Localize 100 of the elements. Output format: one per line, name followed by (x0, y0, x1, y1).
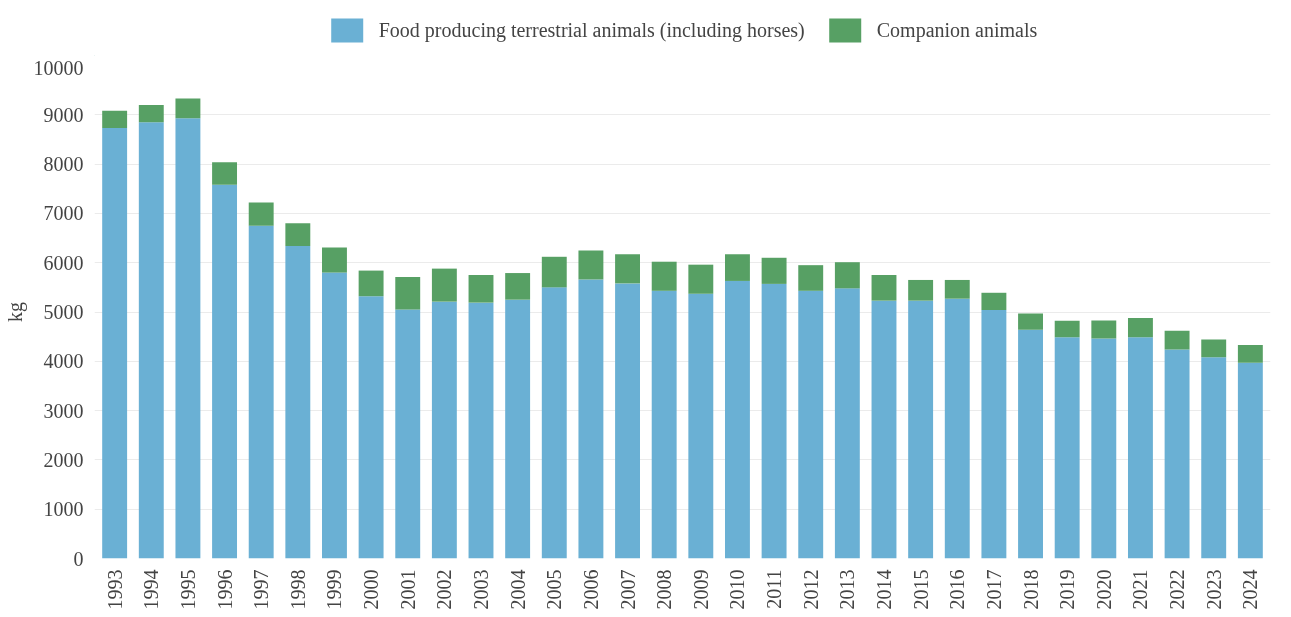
bar (798, 265, 824, 291)
bar (688, 264, 714, 294)
bar (138, 122, 164, 559)
x-tick-label: 2023 (1202, 569, 1225, 610)
bar (871, 300, 897, 559)
bar (578, 250, 604, 280)
x-tick-label: 1998 (286, 569, 309, 610)
bar (688, 293, 714, 559)
bar (615, 283, 640, 559)
bar (395, 277, 421, 310)
bar (651, 261, 677, 291)
bar (761, 283, 787, 559)
x-tick-label: 2006 (579, 569, 602, 610)
y-tick-label: 8000 (43, 153, 84, 176)
bar (651, 290, 677, 559)
x-tick-label: 1993 (103, 569, 126, 610)
legend-label: Food producing terrestrial animals (including horses) (378, 18, 805, 42)
bar (871, 275, 897, 301)
bar (102, 128, 128, 559)
bar (175, 98, 201, 119)
x-tick-label: 2010 (726, 569, 749, 610)
bar (541, 256, 567, 288)
x-tick-label: 1995 (176, 569, 199, 610)
y-tick-label: 2000 (43, 448, 84, 471)
x-tick-label: 2024 (1239, 569, 1262, 610)
bar (212, 162, 238, 185)
bar (248, 202, 274, 226)
x-tick-label: 2018 (1019, 569, 1042, 610)
bar (395, 309, 421, 559)
bar (358, 270, 384, 297)
x-tick-label: 1997 (250, 569, 273, 610)
x-tick-label: 2015 (909, 569, 932, 610)
y-tick-label: 6000 (43, 251, 84, 274)
bar (322, 272, 347, 559)
bar (981, 292, 1007, 311)
bar (175, 118, 201, 559)
x-tick-label: 2017 (982, 569, 1005, 610)
y-tick-label: 9000 (43, 103, 84, 126)
x-tick-label: 2003 (470, 569, 492, 610)
y-tick-label: 5000 (43, 301, 84, 323)
bar (615, 254, 640, 284)
bar (834, 262, 860, 289)
bar (1054, 337, 1080, 559)
bar (944, 298, 970, 559)
bar (1237, 362, 1263, 559)
x-tick-label: 2014 (873, 569, 895, 610)
bar (358, 296, 384, 559)
y-tick-label: 1000 (43, 498, 84, 521)
x-tick-label: 2013 (836, 569, 859, 610)
x-tick-label: 2007 (616, 569, 639, 610)
bar (431, 268, 457, 302)
bar (725, 254, 750, 281)
x-tick-label: 2016 (946, 569, 969, 610)
bar (138, 104, 164, 123)
bar (981, 310, 1007, 559)
y-tick-label: 0 (73, 547, 84, 570)
bar (505, 273, 531, 300)
legend-label: Companion animals (876, 18, 1038, 42)
bar (1127, 317, 1153, 338)
bar (541, 287, 567, 559)
x-tick-label: 2002 (433, 569, 456, 610)
bar (578, 279, 604, 559)
bar (1201, 339, 1227, 358)
bar (1201, 357, 1227, 559)
x-tick-label: 2005 (543, 569, 566, 610)
bar (1091, 338, 1117, 559)
bar (798, 290, 824, 559)
bar (212, 184, 238, 559)
x-tick-label: 2011 (763, 569, 786, 609)
y-tick-label: 10000 (33, 56, 84, 79)
x-tick-label: 2008 (653, 569, 676, 610)
bar (468, 302, 494, 559)
bar (468, 275, 494, 303)
bar (1127, 337, 1153, 559)
x-tick-label: 2004 (506, 569, 529, 610)
y-tick-label: 4000 (43, 350, 84, 373)
x-tick-label: 1994 (140, 569, 163, 610)
bar (1237, 345, 1263, 363)
bar (1091, 320, 1117, 339)
bar (248, 225, 274, 559)
bar (505, 299, 531, 559)
x-tick-label: 2020 (1092, 569, 1115, 610)
x-tick-label: 2022 (1166, 569, 1189, 610)
x-tick-label: 2012 (799, 569, 822, 610)
bar (1054, 320, 1080, 338)
x-tick-label: 2009 (689, 569, 712, 610)
x-tick-label: 2021 (1129, 569, 1152, 610)
x-tick-label: 1999 (323, 569, 346, 610)
bar (944, 279, 970, 299)
bar (1018, 313, 1043, 330)
bar (431, 301, 457, 559)
y-tick-label: 7000 (43, 202, 84, 225)
bar (725, 280, 750, 559)
bar (761, 257, 787, 284)
x-tick-label: 2000 (360, 569, 383, 610)
x-tick-label: 2001 (396, 569, 419, 610)
bar (102, 110, 128, 129)
x-tick-label: 2019 (1056, 569, 1079, 610)
bar (285, 223, 311, 246)
bar (322, 247, 347, 273)
